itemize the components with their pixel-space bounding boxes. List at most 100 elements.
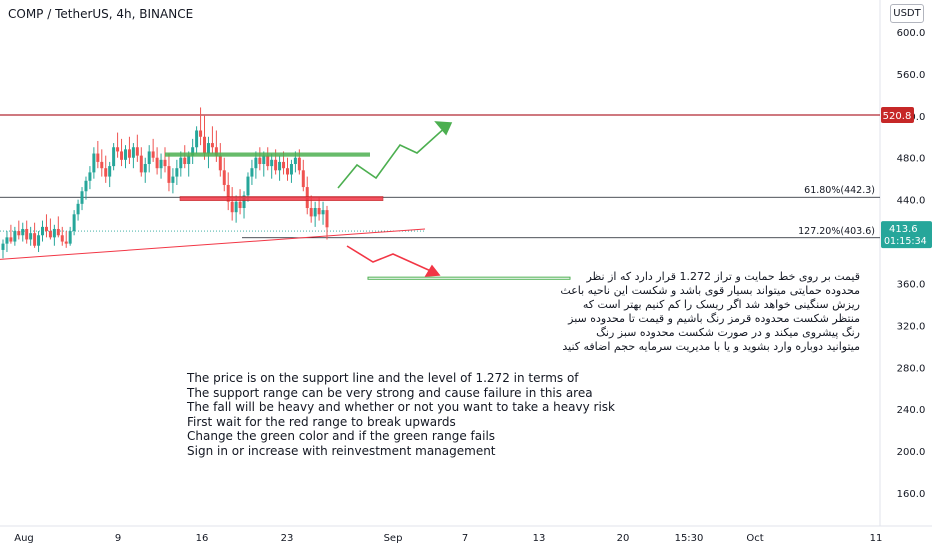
- x-tick-label: Aug: [14, 533, 34, 544]
- candle-body: [56, 228, 60, 236]
- symbol-title[interactable]: COMP / TetherUS, 4h, BINANCE: [8, 7, 194, 21]
- candle-body: [123, 149, 127, 160]
- candle-body: [60, 235, 64, 242]
- resistance-price-tag-label: 520.8: [883, 111, 912, 122]
- candle-body: [309, 208, 313, 217]
- persian-note-line: منتظر شکست محدوده قرمز رنگ باشیم و قیمت …: [568, 312, 860, 325]
- candle-body: [206, 143, 210, 154]
- current-price-tag: [881, 221, 932, 249]
- candle-body: [147, 151, 151, 165]
- y-tick-label: 240.0: [897, 405, 926, 416]
- x-tick-label: 16: [196, 533, 209, 544]
- candle-body: [5, 237, 9, 244]
- candle-body: [191, 147, 195, 156]
- candle-body: [127, 149, 131, 158]
- candle-body: [167, 166, 171, 183]
- currency-button[interactable]: USDT: [890, 4, 924, 23]
- candle-body: [274, 159, 278, 171]
- candle-body: [242, 195, 246, 209]
- candle-body: [100, 161, 104, 169]
- candle-body: [282, 161, 286, 169]
- bullish-arrowhead: [434, 121, 453, 136]
- candle-body: [203, 136, 207, 154]
- candle-body: [17, 231, 21, 236]
- persian-note-line: رنگ پیشروی میکند و در صورت شکست محدوده س…: [596, 326, 860, 339]
- candle-body: [183, 157, 187, 165]
- candle-body: [96, 153, 100, 162]
- candle-body: [1, 243, 5, 250]
- candle-body: [293, 157, 297, 165]
- drawings-layer: [0, 114, 880, 260]
- english-note-line: Sign in or increase with reinvestment ma…: [187, 443, 496, 458]
- x-tick-label: 13: [533, 533, 546, 544]
- y-tick-label: 360.0: [897, 279, 926, 290]
- price-axis[interactable]: 160.0200.0240.0280.0320.0360.0400.0440.0…: [897, 28, 926, 500]
- candle-body: [139, 155, 143, 173]
- candle-body: [112, 147, 116, 167]
- x-tick-label: Sep: [384, 533, 403, 544]
- candle-body: [238, 201, 242, 209]
- x-tick-label: 20: [617, 533, 630, 544]
- y-tick-label: 560.0: [897, 70, 926, 81]
- english-note-line: The price is on the support line and the…: [187, 371, 579, 385]
- countdown-label: 01:15:34: [884, 236, 927, 247]
- candle-body: [155, 157, 159, 169]
- candle-body: [234, 201, 238, 213]
- candle-body: [116, 147, 120, 152]
- candle-body: [64, 241, 68, 244]
- candle-body: [262, 155, 266, 165]
- candle-body: [159, 159, 163, 169]
- y-tick-label: 600.0: [897, 28, 926, 39]
- candle-body: [84, 180, 88, 192]
- drawings-front-layer: 61.80%(442.3) 127.20%(403.6): [165, 121, 875, 280]
- candle-body: [151, 151, 155, 158]
- x-tick-label: 11: [870, 533, 883, 544]
- candle-body: [325, 210, 329, 228]
- candle-body: [175, 168, 179, 177]
- candle-body: [254, 157, 258, 169]
- candle-body: [135, 147, 139, 156]
- y-tick-label: 480.0: [897, 154, 926, 165]
- candle-body: [230, 201, 234, 213]
- candle-body: [88, 172, 92, 181]
- candle-body: [270, 159, 274, 167]
- candle-body: [187, 155, 191, 165]
- candle-body: [317, 208, 321, 215]
- candle-body: [218, 155, 222, 171]
- candle-body: [48, 231, 52, 238]
- candle-body: [41, 226, 45, 236]
- candle-body: [297, 157, 301, 171]
- english-note-line: Change the green color and if the green …: [187, 429, 496, 443]
- y-tick-label: 280.0: [897, 363, 926, 374]
- candle-body: [76, 203, 80, 215]
- candles-layer: [1, 107, 329, 259]
- green-range-zone: [165, 152, 370, 157]
- candle-body: [214, 147, 218, 156]
- candle-body: [143, 164, 147, 173]
- y-tick-label: 440.0: [897, 196, 926, 207]
- candle-body: [72, 214, 76, 232]
- english-note-line: The fall will be heavy and whether or no…: [187, 400, 615, 414]
- candle-body: [289, 164, 293, 175]
- candle-body: [171, 176, 175, 183]
- candle-body: [52, 228, 56, 238]
- candle-body: [33, 233, 37, 246]
- candle-body: [108, 166, 112, 177]
- price-tags: 520.8 413.601:15:34: [881, 106, 932, 249]
- candle-body: [250, 168, 254, 177]
- persian-note-line: ریزش سنگینی خواهد شد اگر ریسک را کم کنیم…: [582, 298, 860, 311]
- resistance-price-tag: [881, 106, 914, 123]
- bullish-path: [337, 124, 449, 189]
- candle-body: [44, 226, 48, 232]
- y-tick-label: 160.0: [897, 489, 926, 500]
- x-tick-label: 15:30: [675, 533, 704, 544]
- lower-green-zone: [367, 276, 571, 280]
- candle-body: [321, 210, 325, 215]
- candle-body: [285, 168, 289, 175]
- candle-body: [226, 184, 230, 202]
- candle-body: [195, 130, 199, 148]
- time-axis[interactable]: Aug 9 16 23 Sep 7 13 20 15:30 Oct 11: [14, 533, 882, 544]
- candle-body: [210, 143, 214, 148]
